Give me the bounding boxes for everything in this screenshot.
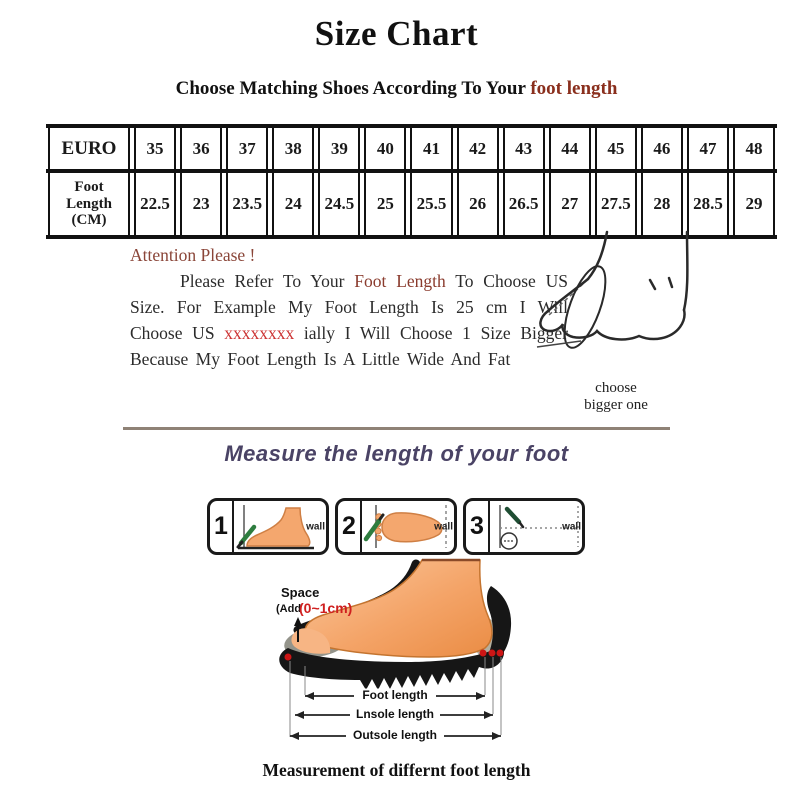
subtitle-text: Choose Matching Shoes According To Your [175,78,531,99]
measure-step-2: 2 wall [335,498,457,555]
foot-outline [539,277,686,341]
measure-step-3: 3 wall [463,498,585,555]
cm-value-cell: 24 [272,173,315,235]
table-row-foot-length: Foot Length (CM) 22.5 23 23.5 24 24.5 25… [46,173,777,235]
step-1-drawing [236,505,314,550]
subtitle: Choose Matching Shoes According To Your … [0,78,793,100]
pencil-icon [238,524,257,546]
foot-length-header-line: (CM) [71,212,107,229]
euro-size-cell: 46 [640,128,683,169]
heel-marker-dot [488,649,496,657]
foot-length-header-line: Foot [74,178,104,195]
table-row-euro: EURO 35 36 37 38 39 40 41 42 43 44 45 46… [46,128,777,173]
cm-value-cell: 25 [364,173,407,235]
foot-girth-illustration [536,230,689,349]
euro-size-cell: 42 [456,128,499,169]
outsole-tread [279,644,504,690]
foot-length-header-cell: Foot Length (CM) [48,173,130,235]
toe-marker-dot [284,653,292,661]
cm-value-cell: 28.5 [686,173,730,235]
cm-value-cell: 25.5 [410,173,453,235]
attention-censored-text: xxxxxxxx [224,323,295,343]
up-arrow-icon [294,617,302,626]
pencil-icon [504,506,522,525]
cm-value-cell: 26 [456,173,499,235]
cm-value-cell: 24.5 [318,173,361,235]
step-2-drawing [363,505,447,548]
heel-marker-dot [479,649,487,657]
euro-size-cell: 47 [686,128,730,169]
euro-size-cell: 45 [594,128,637,169]
cm-value-cell: 23 [180,173,223,235]
euro-size-cell: 44 [548,128,591,169]
size-table: EURO 35 36 37 38 39 40 41 42 43 44 45 46… [46,124,777,239]
foot-sole-view [381,512,443,543]
girth-measure-loop [563,265,607,349]
foot-length-header-line: Length [66,195,112,212]
cm-value-cell: 26.5 [502,173,545,235]
shoe-measurement-diagram: Space (Add (0~1cm) Foot length L [276,558,512,743]
step-3-drawing [499,505,579,550]
euro-size-cell: 41 [410,128,453,169]
cm-value-cell: 29 [733,173,776,235]
add-label: (Add [276,603,301,615]
space-value-label: (0~1cm) [299,600,352,616]
euro-size-cell: 39 [318,128,361,169]
euro-size-cell: 38 [272,128,315,169]
measure-step-1: 1 wall [207,498,329,555]
attention-paragraph: Please Refer To Your Foot Length To Choo… [130,268,568,372]
step-3-art: wall [490,501,582,552]
heel-counter [484,586,512,663]
wall-label: wall [306,521,325,532]
note-line: choose [595,380,637,396]
step-number: 1 [210,501,234,552]
note-line: bigger one [584,397,648,413]
attention-text: ially I Will Choose 1 Size Bigger Becaus… [130,323,569,369]
step-1-art: wall [234,501,326,552]
insole-length-arrow-label: Lnsole length [356,707,434,721]
section-divider [123,427,670,430]
measure-steps: 1 wall 2 [207,498,585,555]
foot-length-arrow-label: Foot length [362,688,427,702]
euro-size-cell: 35 [134,128,177,169]
step-number: 3 [466,501,490,552]
measure-heading: Measure the length of your foot [224,441,569,466]
toe [291,628,331,654]
euro-size-cell: 40 [364,128,407,169]
attention-heading: Attention Please ! [130,245,256,265]
wall-label: wall [562,521,581,532]
attention-text: To Choose US Size. For Example My Foot L… [130,271,568,343]
cm-value-cell: 23.5 [226,173,269,235]
pencil-icon [363,518,382,542]
step-2-art: wall [362,501,454,552]
attention-text: Please Refer To Your [180,271,355,291]
euro-size-cell: 48 [733,128,776,169]
euro-size-cell: 37 [226,128,269,169]
foot-side-view [246,507,311,547]
outsole-length-arrow-label: Outsole length [353,728,437,742]
space-label: Space [281,585,319,600]
euro-header-cell: EURO [48,128,130,169]
choose-bigger-note: choose bigger one [552,380,680,414]
heel-marker-dot [496,649,504,657]
foot-in-shoe [304,559,493,658]
cm-value-cell: 27.5 [594,173,637,235]
subtitle-highlight: foot length [530,78,618,99]
step-number: 2 [338,501,362,552]
cm-value-cell: 22.5 [134,173,177,235]
euro-size-cell: 43 [502,128,545,169]
bottom-caption: Measurement of differnt foot length [262,760,531,780]
cm-value-cell: 28 [640,173,683,235]
euro-size-cell: 36 [180,128,223,169]
attention-foot-length-highlight: Foot Length [354,271,446,291]
cm-value-cell: 27 [548,173,591,235]
page-title: Size Chart [314,14,479,53]
wall-label: wall [434,521,453,532]
